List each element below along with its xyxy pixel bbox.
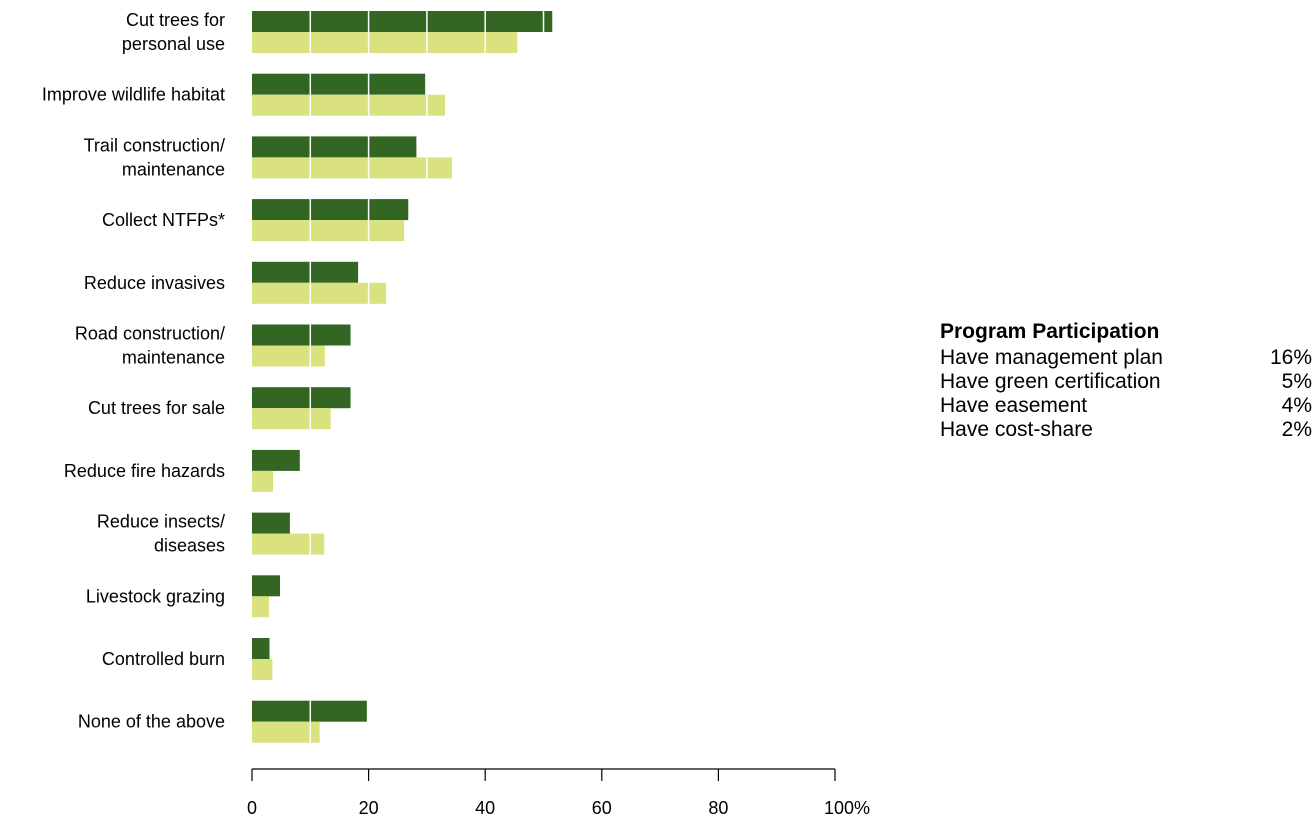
category-label: maintenance (122, 159, 225, 179)
category-label: Reduce invasives (84, 273, 225, 293)
category-label: Cut trees for (126, 10, 225, 30)
bar-light-8 (252, 533, 325, 555)
program-row-value: 4% (1281, 394, 1312, 417)
bar-dark-5 (252, 324, 351, 346)
bar-dark-4 (252, 261, 359, 283)
bar-dark-10 (252, 638, 270, 659)
bar-light-6 (252, 408, 331, 430)
category-label: Livestock grazing (86, 586, 225, 606)
bars-group (252, 11, 553, 743)
category-label: Reduce insects/ (97, 512, 225, 532)
program-participation-title: Program Participation (940, 320, 1160, 343)
category-label: Trail construction/ (84, 135, 225, 155)
bar-dark-6 (252, 387, 351, 409)
category-label: None of the above (78, 712, 225, 732)
bar-dark-8 (252, 512, 290, 534)
bar-dark-2 (252, 136, 417, 158)
category-label: diseases (154, 536, 225, 556)
x-tick-label: 80 (708, 798, 728, 818)
category-label: Collect NTFPs* (102, 210, 225, 230)
x-tick-label: 20 (359, 798, 379, 818)
program-row-label: Have cost-share (940, 418, 1093, 441)
x-tick-label: 0 (247, 798, 257, 818)
program-row: Have easement 4% (940, 394, 1312, 418)
category-label: Improve wildlife habitat (42, 85, 225, 105)
bar-dark-7 (252, 449, 300, 471)
bar-light-1 (252, 94, 445, 116)
category-label: Road construction/ (75, 324, 225, 344)
x-tick-label: 60 (592, 798, 612, 818)
bar-light-7 (252, 470, 273, 492)
x-tick-label: 100% (824, 798, 870, 818)
bar-dark-9 (252, 575, 280, 597)
category-label: Reduce fire hazards (64, 461, 225, 481)
program-row-value: 5% (1281, 370, 1312, 393)
bar-light-4 (252, 282, 387, 304)
program-row-label: Have management plan (940, 346, 1163, 369)
program-participation-table: Program Participation Have management pl… (940, 320, 1312, 442)
bar-chart: Cut trees for personal use Improve wildlif… (42, 10, 870, 818)
program-row-value: 16% (1269, 346, 1312, 369)
bar-dark-0 (252, 11, 553, 32)
category-label: Controlled burn (102, 649, 225, 669)
program-row: Have green certification 5% (940, 370, 1312, 394)
bar-light-10 (252, 659, 273, 680)
bar-light-0 (252, 32, 518, 53)
bar-light-3 (252, 220, 405, 242)
bar-dark-11 (252, 700, 367, 722)
program-row: Have cost-share 2% (940, 418, 1312, 442)
category-label: maintenance (122, 348, 225, 368)
gridlines-group (309, 11, 545, 743)
bar-light-5 (252, 345, 325, 367)
x-tick-label: 40 (475, 798, 495, 818)
bar-dark-3 (252, 199, 409, 221)
bar-light-9 (252, 596, 269, 618)
bar-light-11 (252, 721, 320, 743)
program-row: Have management plan 16% (940, 346, 1312, 370)
x-axis: 0 20 40 60 80 100% (247, 768, 870, 818)
category-label: Cut trees for sale (88, 398, 225, 418)
program-row-value: 2% (1281, 418, 1312, 441)
bar-dark-1 (252, 73, 426, 95)
category-labels-group: Cut trees for personal use Improve wildlif… (42, 10, 225, 732)
bar-light-2 (252, 157, 452, 179)
program-row-label: Have green certification (940, 370, 1161, 393)
category-label: personal use (122, 34, 225, 54)
program-row-label: Have easement (940, 394, 1088, 417)
